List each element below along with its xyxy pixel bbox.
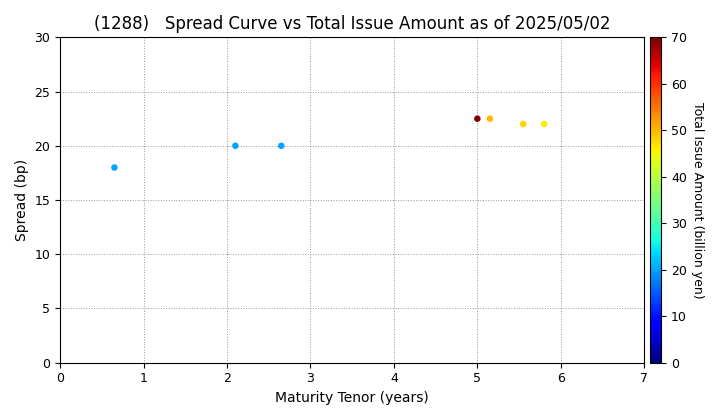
Point	[109, 164, 120, 171]
Point	[276, 142, 287, 149]
Point	[230, 142, 241, 149]
Title: (1288)   Spread Curve vs Total Issue Amount as of 2025/05/02: (1288) Spread Curve vs Total Issue Amoun…	[94, 15, 611, 33]
X-axis label: Maturity Tenor (years): Maturity Tenor (years)	[275, 391, 429, 405]
Point	[484, 116, 495, 122]
Point	[539, 121, 550, 127]
Point	[518, 121, 529, 127]
Y-axis label: Spread (bp): Spread (bp)	[15, 159, 29, 241]
Point	[472, 116, 483, 122]
Y-axis label: Total Issue Amount (billion yen): Total Issue Amount (billion yen)	[690, 102, 703, 298]
